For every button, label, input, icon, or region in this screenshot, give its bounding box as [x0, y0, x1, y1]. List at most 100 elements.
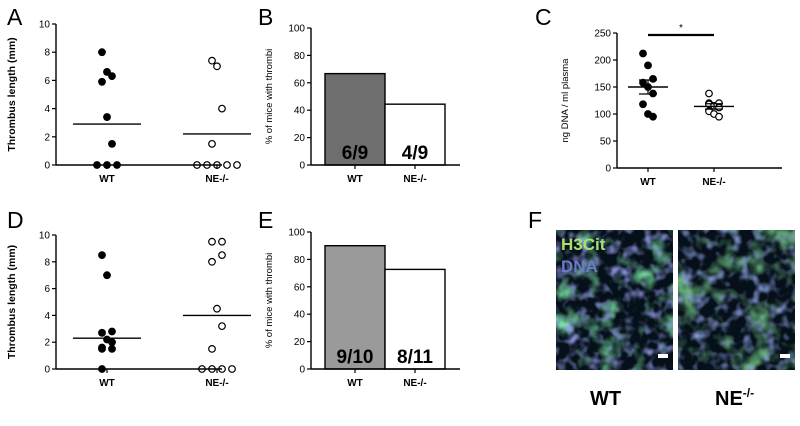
- chart-percent-thrombi-b: 6/9 4/9 0 20 40 60 80 100 WT NE-/- % of mice with …: [264, 24, 460, 185]
- data-point: [639, 78, 647, 87]
- data-point: [98, 328, 106, 337]
- y-tick-label: 250: [594, 29, 611, 40]
- data-point: [103, 68, 111, 76]
- chart-percent-thrombi-e: 9/10 8/11 0 20 40 60 80 100 WT NE-/- % of mice wit…: [264, 228, 460, 389]
- bar-data-label: 6/9: [342, 143, 368, 164]
- panel-letter-e: E: [258, 207, 273, 233]
- micrograph-wt: [556, 230, 673, 370]
- data-point: [108, 72, 116, 81]
- scale-bar-ne: [780, 354, 790, 358]
- x-tick-label: WT: [347, 378, 363, 389]
- data-point: [108, 139, 116, 148]
- chart-dna-plasma-c: * 0 50 100 150 200 250 WT NE-/- ng DNA / ml plasm…: [560, 23, 782, 188]
- data-point: [228, 365, 236, 373]
- y-axis-title: ng DNA / ml plasma: [560, 58, 571, 143]
- y-tick-label: 4: [44, 104, 50, 115]
- y-tick-label: 6: [44, 284, 50, 295]
- y-axis-title: % of mice with thrombi: [264, 49, 275, 145]
- y-tick-label: 100: [288, 24, 305, 35]
- x-tick-label: NE-/-: [205, 378, 228, 389]
- y-tick-label: 40: [294, 310, 306, 321]
- data-point: [649, 112, 657, 121]
- y-tick-label: 200: [594, 56, 611, 67]
- data-point: [639, 100, 647, 109]
- ne-superscript: -/-: [743, 386, 754, 400]
- data-point: [108, 345, 116, 353]
- x-tick-label: NE-/-: [205, 174, 228, 185]
- bar-data-label: 4/9: [402, 143, 428, 164]
- y-tick-label: 0: [299, 365, 305, 376]
- dna-stain-label: DNA: [561, 257, 598, 276]
- data-point: [98, 251, 106, 260]
- y-axis-title: % of mice with thrombi: [264, 253, 275, 349]
- panel-letter-c: C: [535, 4, 552, 30]
- panel-letter-f: F: [528, 207, 542, 233]
- bar: [384, 268, 446, 370]
- data-point: [98, 345, 106, 353]
- y-tick-label: 50: [600, 137, 612, 148]
- y-tick-label: 4: [44, 311, 50, 322]
- data-point: [98, 48, 106, 57]
- x-tick-label: WT: [347, 174, 363, 185]
- data-point: [705, 89, 713, 98]
- y-axis-title: Thrombus length (mm): [6, 245, 18, 359]
- bar-data-label: 9/10: [337, 347, 374, 368]
- data-point: [218, 251, 226, 260]
- x-tick-label: WT: [99, 378, 115, 389]
- y-tick-label: 60: [294, 282, 306, 293]
- data-point: [223, 161, 231, 169]
- data-point: [208, 345, 216, 353]
- micrograph-label-wt: WT: [590, 388, 621, 410]
- scale-bar-wt: [658, 354, 668, 358]
- micrograph-label-ne: NE-/-: [715, 386, 754, 410]
- x-tick-label: NE-/-: [403, 378, 426, 389]
- data-point: [639, 49, 647, 58]
- data-point: [644, 61, 652, 70]
- panel-letter-a: A: [7, 4, 23, 30]
- data-point: [103, 113, 111, 121]
- data-point: [213, 304, 221, 313]
- bar: [384, 103, 446, 166]
- data-point: [208, 56, 216, 65]
- y-tick-label: 0: [44, 161, 50, 172]
- y-axis-title: Thrombus length (mm): [6, 37, 18, 151]
- bar: [324, 244, 386, 370]
- chart-thrombus-length-a: 0 2 4 6 8 10 WT NE-/- Thrombus length (mm): [6, 20, 251, 185]
- y-tick-label: 10: [39, 231, 51, 242]
- y-tick-label: 0: [299, 161, 305, 172]
- y-tick-label: 2: [44, 338, 50, 349]
- x-tick-label: NE-/-: [702, 177, 725, 188]
- panel-letter-b: B: [258, 4, 273, 30]
- data-point: [208, 237, 216, 246]
- y-tick-label: 100: [594, 110, 611, 121]
- micrograph-ne: [678, 230, 795, 370]
- y-tick-label: 100: [288, 228, 305, 239]
- y-tick-label: 60: [294, 78, 306, 89]
- data-point: [213, 62, 221, 71]
- y-tick-label: 2: [44, 132, 50, 143]
- data-point: [103, 271, 111, 280]
- y-tick-label: 20: [294, 133, 306, 144]
- panel-letter-d: D: [7, 207, 24, 233]
- data-point: [715, 103, 723, 112]
- data-point: [98, 77, 106, 86]
- y-tick-label: 8: [44, 48, 50, 59]
- y-tick-label: 150: [594, 83, 611, 94]
- h3cit-stain-label: H3Cit: [561, 235, 606, 254]
- data-point: [233, 161, 241, 169]
- y-tick-label: 80: [294, 255, 306, 266]
- y-tick-label: 40: [294, 106, 306, 117]
- data-point: [715, 112, 723, 121]
- data-point: [649, 74, 657, 83]
- data-point: [108, 327, 116, 336]
- x-tick-label: NE-/-: [403, 174, 426, 185]
- y-tick-label: 80: [294, 51, 306, 62]
- bar-data-label: 8/11: [397, 347, 433, 368]
- chart-thrombus-length-d: 0 2 4 6 8 10 WT NE-/- Thrombus length (mm): [6, 231, 251, 389]
- ne-base: NE: [715, 388, 743, 410]
- data-point: [218, 237, 226, 246]
- x-tick-label: WT: [99, 174, 115, 185]
- y-tick-label: 8: [44, 257, 50, 268]
- data-point: [108, 338, 116, 347]
